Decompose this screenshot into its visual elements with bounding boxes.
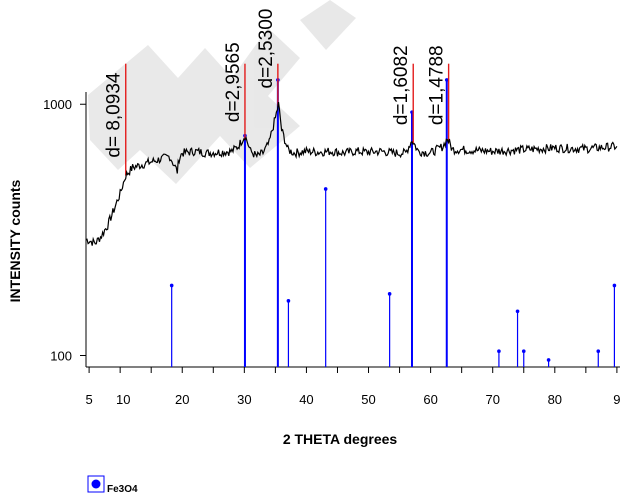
reference-point bbox=[546, 358, 551, 362]
reference-point bbox=[387, 292, 392, 296]
y-axis: 100 1000 bbox=[43, 97, 86, 364]
reference-point bbox=[515, 309, 520, 314]
x-tick-label: 5 bbox=[85, 392, 92, 407]
x-tick-label: 30 bbox=[237, 392, 251, 407]
reference-point bbox=[596, 349, 601, 354]
x-tick-label: 80 bbox=[548, 392, 562, 407]
x-tick-label: 50 bbox=[361, 392, 375, 407]
reference-point bbox=[612, 283, 617, 288]
reference-pattern bbox=[169, 78, 617, 367]
reference-point bbox=[497, 349, 501, 354]
y-tick-label: 100 bbox=[50, 349, 72, 364]
peak-label: d=2,5300 bbox=[256, 9, 277, 89]
reference-point bbox=[521, 349, 526, 354]
reference-point bbox=[169, 283, 174, 288]
diffraction-pattern bbox=[85, 102, 618, 246]
reference-point bbox=[286, 299, 291, 303]
legend: Fe3O4 bbox=[87, 475, 138, 495]
watermark bbox=[88, 0, 356, 184]
x-tick-label: 60 bbox=[423, 392, 437, 407]
reference-point bbox=[444, 78, 449, 82]
x-axis-title: 2 THETA degrees bbox=[283, 431, 398, 447]
x-tick-label: 20 bbox=[175, 392, 189, 407]
x-axis: 5 10 20 30 40 50 60 70 80 9 bbox=[85, 367, 621, 407]
x-tick-label: 10 bbox=[116, 392, 130, 407]
x-tick-label: 9 bbox=[613, 392, 620, 407]
pattern-line bbox=[85, 102, 618, 246]
x-tick-label: 70 bbox=[485, 392, 499, 407]
peak-label: d= 8,0934 bbox=[104, 72, 125, 157]
x-tick-label: 40 bbox=[299, 392, 313, 407]
legend-marker-icon bbox=[91, 479, 101, 489]
peak-label: d=1,6082 bbox=[391, 45, 412, 125]
peak-label: d=1,4788 bbox=[427, 45, 448, 125]
y-axis-title: INTENSITY counts bbox=[7, 179, 23, 302]
legend-label: Fe3O4 bbox=[107, 484, 138, 495]
legend-box bbox=[87, 475, 105, 493]
peak-label: d=2,9565 bbox=[223, 42, 244, 122]
plot-frame bbox=[85, 92, 620, 368]
y-tick-label: 1000 bbox=[43, 97, 72, 112]
peak-markers: d= 8,0934 d=2,9565 d=2,5300 d=1,6082 d=1,478… bbox=[104, 9, 450, 176]
reference-point bbox=[323, 187, 328, 191]
